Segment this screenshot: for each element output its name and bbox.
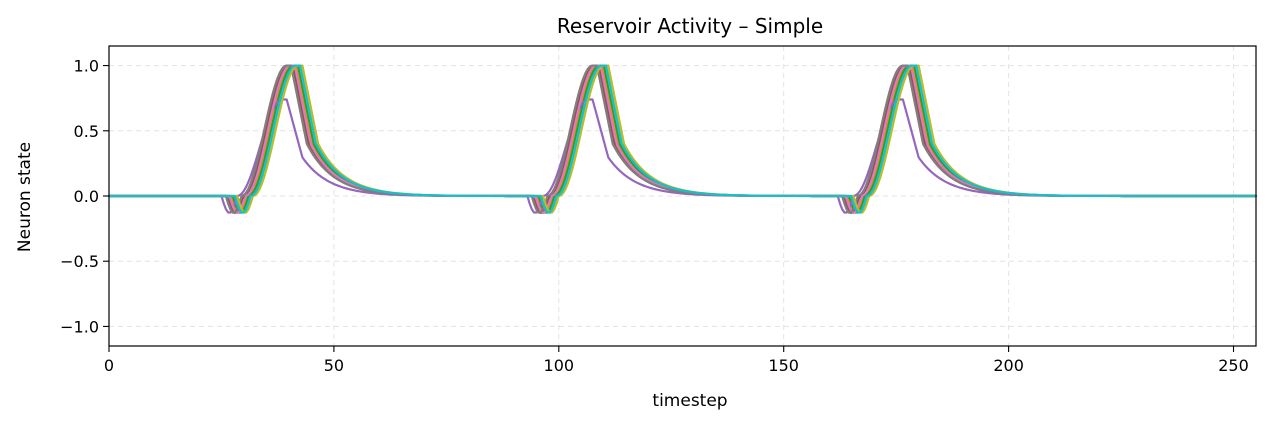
axes: 0 50 100 150 200 250 −1.0 −0.5 0.0 0.5 1.0 (60, 45, 1257, 375)
series-line (107, 64, 1258, 214)
x-tick-label: 200 (993, 356, 1024, 375)
x-axis-label: timestep (652, 391, 727, 411)
y-axis-label: Neuron state (15, 142, 35, 252)
x-tick-label: 150 (768, 356, 799, 375)
x-tick-label: 0 (104, 356, 114, 375)
chart-title: Reservoir Activity – Simple (557, 14, 823, 38)
y-tick-label: 1.0 (74, 57, 99, 76)
y-tick-label: 0.0 (74, 187, 99, 206)
x-tick-label: 100 (544, 356, 575, 375)
y-tick-label: −0.5 (60, 252, 99, 271)
x-tick-label: 50 (324, 356, 344, 375)
series-lines (107, 64, 1258, 215)
y-tick-label: 0.5 (74, 122, 99, 141)
y-tick-label: −1.0 (60, 317, 99, 336)
x-tick-label: 250 (1218, 356, 1249, 375)
